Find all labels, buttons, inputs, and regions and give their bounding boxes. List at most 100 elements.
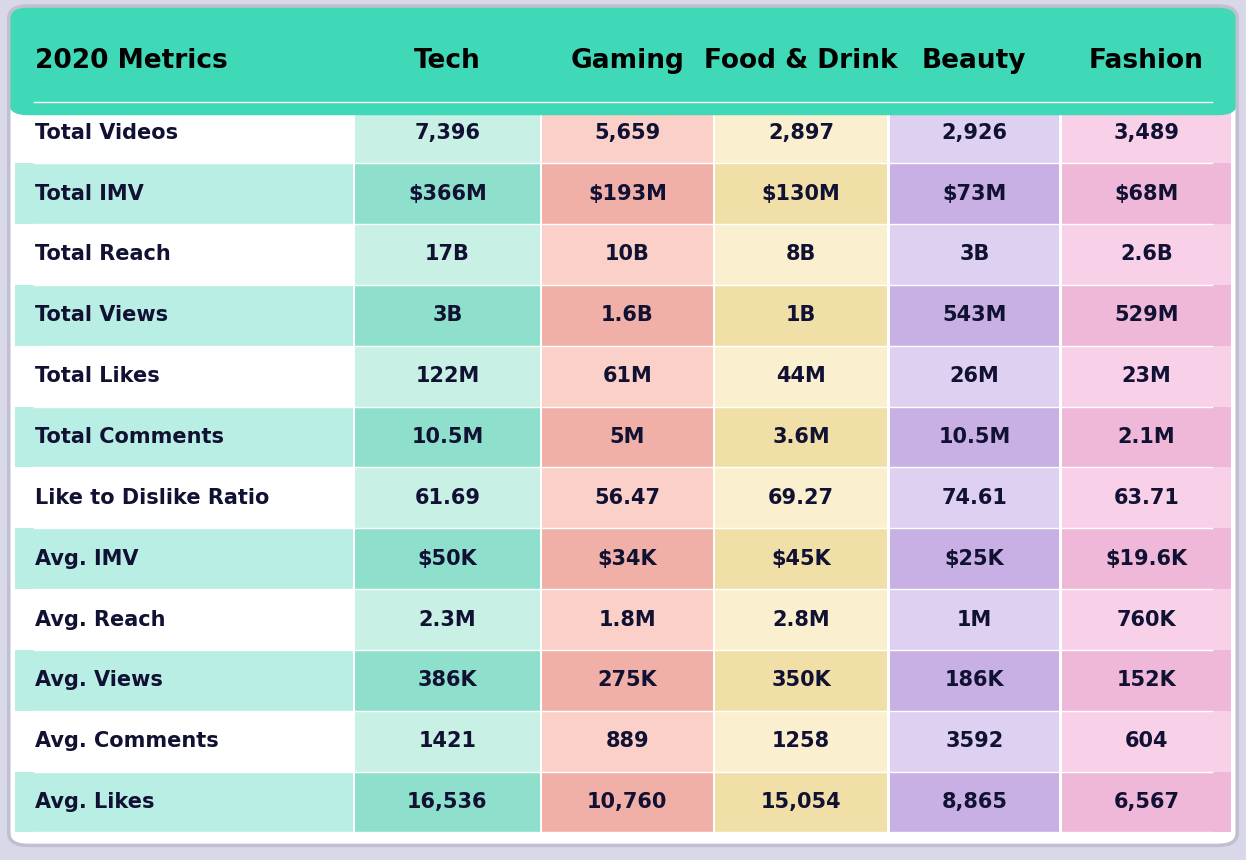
Bar xyxy=(542,224,713,285)
Bar xyxy=(1062,468,1231,528)
Bar xyxy=(15,468,353,528)
Text: Avg. IMV: Avg. IMV xyxy=(35,549,138,568)
Bar xyxy=(15,589,353,650)
Text: $130M: $130M xyxy=(761,183,841,204)
Text: Avg. Likes: Avg. Likes xyxy=(35,792,155,812)
Bar xyxy=(15,346,353,407)
Bar xyxy=(355,224,540,285)
Text: 1.8M: 1.8M xyxy=(598,610,657,630)
Text: Avg. Views: Avg. Views xyxy=(35,670,163,691)
Bar xyxy=(1062,224,1231,285)
Text: 8,865: 8,865 xyxy=(942,792,1007,812)
Bar xyxy=(15,285,353,346)
Bar xyxy=(15,102,353,163)
Text: 2,897: 2,897 xyxy=(769,123,834,143)
Text: 1.6B: 1.6B xyxy=(601,305,654,325)
Text: 2.3M: 2.3M xyxy=(419,610,476,630)
Bar xyxy=(890,589,1059,650)
Text: 275K: 275K xyxy=(598,670,657,691)
Bar xyxy=(542,468,713,528)
Text: 61M: 61M xyxy=(603,366,652,386)
Text: Fashion: Fashion xyxy=(1089,47,1204,74)
Text: Total Likes: Total Likes xyxy=(35,366,159,386)
Bar xyxy=(890,224,1059,285)
Text: 56.47: 56.47 xyxy=(594,488,660,508)
Bar xyxy=(355,163,540,224)
Bar xyxy=(715,163,887,224)
Text: 61.69: 61.69 xyxy=(415,488,480,508)
Bar xyxy=(542,407,713,468)
Text: $366M: $366M xyxy=(407,183,487,204)
Text: 543M: 543M xyxy=(942,305,1007,325)
Bar xyxy=(715,710,887,771)
Bar xyxy=(355,102,540,163)
Text: Tech: Tech xyxy=(414,47,481,74)
Bar xyxy=(15,771,353,832)
Bar xyxy=(890,650,1059,710)
Bar xyxy=(1062,102,1231,163)
Bar xyxy=(890,102,1059,163)
Text: 529M: 529M xyxy=(1114,305,1179,325)
Text: 23M: 23M xyxy=(1121,366,1171,386)
Bar xyxy=(715,285,887,346)
Text: 26M: 26M xyxy=(949,366,999,386)
Bar xyxy=(890,468,1059,528)
Bar xyxy=(542,163,713,224)
Text: Total Views: Total Views xyxy=(35,305,168,325)
Bar xyxy=(542,346,713,407)
Bar xyxy=(542,285,713,346)
Text: $19.6K: $19.6K xyxy=(1105,549,1187,568)
Bar xyxy=(15,224,353,285)
Bar xyxy=(1062,528,1231,589)
Bar xyxy=(890,771,1059,832)
Bar xyxy=(715,650,887,710)
Bar xyxy=(15,710,353,771)
Text: $25K: $25K xyxy=(944,549,1004,568)
Text: Total IMV: Total IMV xyxy=(35,183,143,204)
Bar xyxy=(355,589,540,650)
Bar xyxy=(890,407,1059,468)
Bar xyxy=(15,528,353,589)
Text: 122M: 122M xyxy=(415,366,480,386)
Text: Total Videos: Total Videos xyxy=(35,123,178,143)
Text: $45K: $45K xyxy=(771,549,831,568)
Text: 2020 Metrics: 2020 Metrics xyxy=(35,47,228,74)
Text: Avg. Reach: Avg. Reach xyxy=(35,610,166,630)
Bar xyxy=(715,771,887,832)
Bar xyxy=(890,346,1059,407)
Text: 1421: 1421 xyxy=(419,731,476,752)
Bar xyxy=(27,60,1219,102)
Text: 44M: 44M xyxy=(776,366,826,386)
Text: 2.6B: 2.6B xyxy=(1120,244,1172,265)
Bar xyxy=(890,285,1059,346)
Text: 186K: 186K xyxy=(944,670,1004,691)
Text: 760K: 760K xyxy=(1116,610,1176,630)
Text: 1M: 1M xyxy=(957,610,992,630)
Bar xyxy=(15,407,353,468)
Text: Total Comments: Total Comments xyxy=(35,427,224,447)
Bar xyxy=(355,771,540,832)
Bar xyxy=(715,346,887,407)
Text: 350K: 350K xyxy=(771,670,831,691)
Text: 74.61: 74.61 xyxy=(942,488,1007,508)
Text: Like to Dislike Ratio: Like to Dislike Ratio xyxy=(35,488,269,508)
Text: 10.5M: 10.5M xyxy=(411,427,483,447)
Text: 386K: 386K xyxy=(417,670,477,691)
Bar xyxy=(355,528,540,589)
Text: 2.1M: 2.1M xyxy=(1118,427,1175,447)
Bar xyxy=(715,102,887,163)
Bar xyxy=(1062,407,1231,468)
Text: Beauty: Beauty xyxy=(922,47,1027,74)
Text: $50K: $50K xyxy=(417,549,477,568)
Bar xyxy=(542,771,713,832)
Bar xyxy=(355,468,540,528)
Text: 63.71: 63.71 xyxy=(1114,488,1179,508)
Text: 3,489: 3,489 xyxy=(1114,123,1179,143)
Text: $73M: $73M xyxy=(942,183,1007,204)
Text: 6,567: 6,567 xyxy=(1114,792,1179,812)
Text: 3.6M: 3.6M xyxy=(773,427,830,447)
Text: Food & Drink: Food & Drink xyxy=(704,47,898,74)
Bar xyxy=(1062,589,1231,650)
Bar xyxy=(890,163,1059,224)
Text: 69.27: 69.27 xyxy=(769,488,834,508)
